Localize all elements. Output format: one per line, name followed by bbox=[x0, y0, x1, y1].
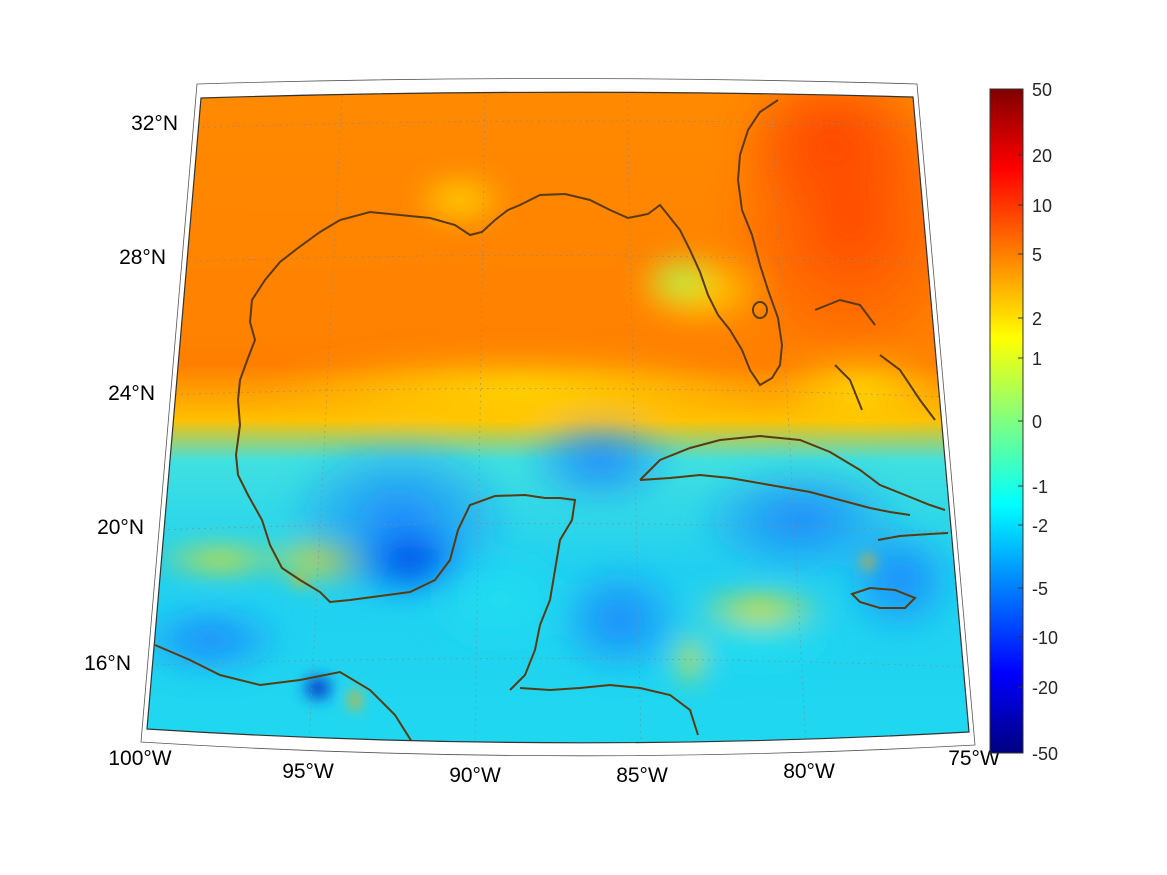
lon-label-100: 100°W bbox=[108, 747, 171, 770]
cb-label-50: 50 bbox=[1032, 80, 1052, 100]
data-field bbox=[147, 92, 969, 743]
lat-label-32: 32°N bbox=[131, 112, 178, 135]
lon-label-75: 75°W bbox=[948, 747, 1000, 770]
cb-label-neg2: -2 bbox=[1032, 516, 1048, 536]
lat-label-16: 16°N bbox=[84, 652, 131, 675]
lat-label-20: 20°N bbox=[97, 516, 144, 539]
cb-label-neg20: -20 bbox=[1032, 678, 1058, 698]
cb-label-neg10: -10 bbox=[1032, 628, 1058, 648]
cb-label-2: 2 bbox=[1032, 309, 1042, 329]
colorbar: 50 20 10 5 2 1 0 -1 -2 -5 -10 -20 -50 bbox=[989, 80, 1058, 764]
lon-label-90: 90°W bbox=[449, 764, 501, 787]
cb-label-neg5: -5 bbox=[1032, 579, 1048, 599]
cb-label-5: 5 bbox=[1032, 245, 1042, 265]
cb-label-20: 20 bbox=[1032, 146, 1052, 166]
lat-label-24: 24°N bbox=[108, 382, 155, 405]
lat-labels: 32°N 28°N 24°N 20°N 16°N bbox=[84, 112, 178, 675]
lon-labels: 100°W 95°W 90°W 85°W 80°W 75°W bbox=[108, 747, 1000, 787]
colorbar-ramp bbox=[989, 88, 1024, 754]
cb-label-1: 1 bbox=[1032, 349, 1042, 369]
cb-label-neg1: -1 bbox=[1032, 477, 1048, 497]
cb-label-0: 0 bbox=[1032, 412, 1042, 432]
lat-label-28: 28°N bbox=[119, 246, 166, 269]
lon-label-95: 95°W bbox=[282, 760, 334, 783]
cb-label-neg50: -50 bbox=[1032, 744, 1058, 764]
lon-label-80: 80°W bbox=[783, 760, 835, 783]
lon-label-85: 85°W bbox=[616, 764, 668, 787]
cb-label-10: 10 bbox=[1032, 196, 1052, 216]
coastlines bbox=[154, 99, 949, 743]
map-frame bbox=[146, 91, 970, 744]
